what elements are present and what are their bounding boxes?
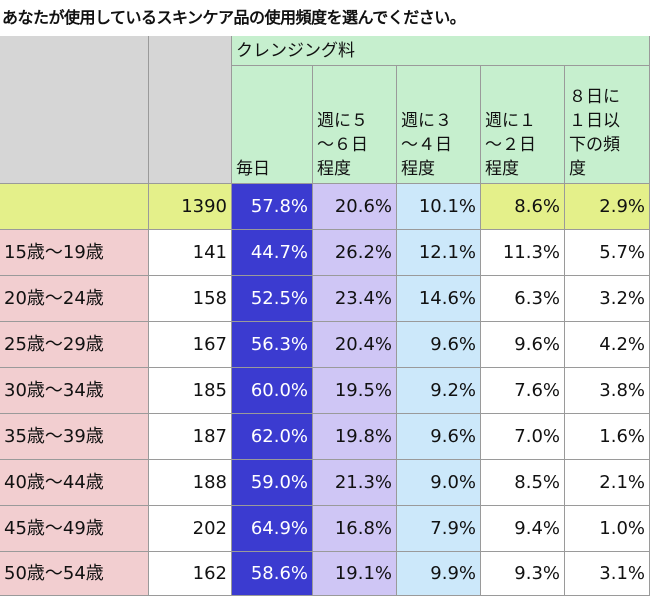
row-value: 3.8% <box>565 368 650 414</box>
row-value: 1.6% <box>565 414 650 460</box>
row-value: 9.6% <box>481 322 565 368</box>
column-header: 週に３ ～４日程度 <box>397 66 481 184</box>
column-header-line: ～４日 <box>401 135 452 155</box>
row-value: 14.6% <box>397 276 481 322</box>
row-value: 9.9% <box>397 552 481 596</box>
row-value: 3.2% <box>565 276 650 322</box>
total-row-value: 10.1% <box>397 184 481 230</box>
column-header: 毎日 <box>232 66 313 184</box>
row-value: 19.8% <box>313 414 397 460</box>
row-value: 5.7% <box>565 230 650 276</box>
row-value: 26.2% <box>313 230 397 276</box>
column-header-line: 程度 <box>401 159 435 179</box>
row-value: 23.4% <box>313 276 397 322</box>
row-value: 44.7% <box>232 230 313 276</box>
row-label: 25歳～29歳 <box>0 322 149 368</box>
row-n: 202 <box>149 506 232 552</box>
total-row-label <box>0 184 149 230</box>
column-header-line: 下の頻 <box>569 135 620 155</box>
row-n: 141 <box>149 230 232 276</box>
row-n: 188 <box>149 460 232 506</box>
row-value: 56.3% <box>232 322 313 368</box>
row-value: 7.6% <box>481 368 565 414</box>
row-value: 12.1% <box>397 230 481 276</box>
row-n: 187 <box>149 414 232 460</box>
row-value: 20.4% <box>313 322 397 368</box>
column-header-line: 程度 <box>317 159 351 179</box>
column-header: ８日に １日以下の頻度 <box>565 66 650 184</box>
total-row-value: 57.8% <box>232 184 313 230</box>
row-value: 9.6% <box>397 322 481 368</box>
row-label: 40歳～44歳 <box>0 460 149 506</box>
row-value: 9.6% <box>397 414 481 460</box>
row-value: 9.0% <box>397 460 481 506</box>
total-row-n: 1390 <box>149 184 232 230</box>
row-value: 7.0% <box>481 414 565 460</box>
row-label: 35歳～39歳 <box>0 414 149 460</box>
column-header: 週に１ ～２日程度 <box>481 66 565 184</box>
row-value: 62.0% <box>232 414 313 460</box>
total-row-value: 8.6% <box>481 184 565 230</box>
page-title: あなたが使用しているスキンケア品の使用頻度を選んでください。 <box>2 8 466 27</box>
group-header: クレンジング料 <box>232 36 650 66</box>
row-value: 64.9% <box>232 506 313 552</box>
row-value: 7.9% <box>397 506 481 552</box>
row-label: 15歳～19歳 <box>0 230 149 276</box>
column-header-line: ～６日 <box>317 135 368 155</box>
row-n: 185 <box>149 368 232 414</box>
row-value: 52.5% <box>232 276 313 322</box>
row-value: 9.4% <box>481 506 565 552</box>
row-value: 19.1% <box>313 552 397 596</box>
column-header-line: 毎日 <box>236 159 270 179</box>
row-value: 59.0% <box>232 460 313 506</box>
row-label: 45歳～49歳 <box>0 506 149 552</box>
column-header: 週に５ ～６日程度 <box>313 66 397 184</box>
row-value: 4.2% <box>565 322 650 368</box>
row-label: 20歳～24歳 <box>0 276 149 322</box>
header-blank-label <box>0 36 149 184</box>
row-n: 167 <box>149 322 232 368</box>
row-value: 1.0% <box>565 506 650 552</box>
row-value: 3.1% <box>565 552 650 596</box>
row-value: 58.6% <box>232 552 313 596</box>
column-header-line: 度 <box>569 159 586 179</box>
row-value: 19.5% <box>313 368 397 414</box>
column-header-line: 週に３ <box>401 111 452 131</box>
column-header-line: ８日に <box>569 87 620 107</box>
total-row-value: 2.9% <box>565 184 650 230</box>
row-label: 50歳～54歳 <box>0 552 149 596</box>
column-header-line: １日以 <box>569 111 620 131</box>
row-n: 158 <box>149 276 232 322</box>
column-header-line: 週に１ <box>485 111 536 131</box>
row-label: 30歳～34歳 <box>0 368 149 414</box>
row-value: 60.0% <box>232 368 313 414</box>
row-value: 2.1% <box>565 460 650 506</box>
row-value: 9.2% <box>397 368 481 414</box>
row-value: 9.3% <box>481 552 565 596</box>
row-value: 16.8% <box>313 506 397 552</box>
column-header-line: 週に５ <box>317 111 368 131</box>
row-n: 162 <box>149 552 232 596</box>
column-header-line: ～２日 <box>485 135 536 155</box>
header-blank-n <box>149 36 232 184</box>
row-value: 8.5% <box>481 460 565 506</box>
total-row-value: 20.6% <box>313 184 397 230</box>
row-value: 21.3% <box>313 460 397 506</box>
row-value: 6.3% <box>481 276 565 322</box>
row-value: 11.3% <box>481 230 565 276</box>
column-header-line: 程度 <box>485 159 519 179</box>
